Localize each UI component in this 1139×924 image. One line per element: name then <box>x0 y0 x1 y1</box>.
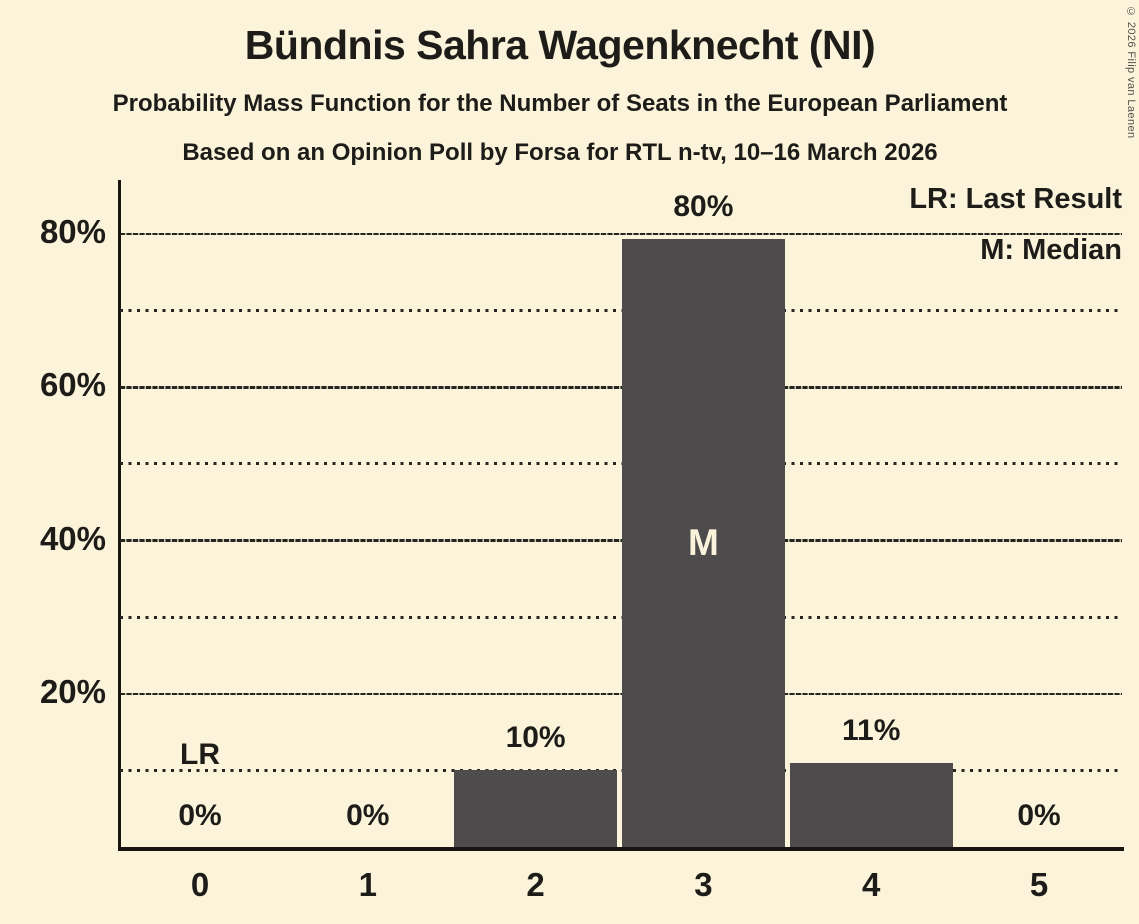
legend-last-result: LR: Last Result <box>909 183 1122 215</box>
bar-value-label-seat-1: 0% <box>346 799 390 832</box>
bar-seat-4 <box>789 762 953 847</box>
x-axis-tick-label-seat-5: 5 <box>1029 866 1049 903</box>
gridline-major-60pct <box>120 386 1122 389</box>
x-axis-tick-label-seat-3: 3 <box>694 866 713 903</box>
x-axis-tick-label-seat-0: 0 <box>190 866 210 903</box>
chart-source-line: Based on an Opinion Poll by Forsa for RT… <box>182 139 938 166</box>
y-axis-tick-label-60pct: 60% <box>39 366 106 404</box>
x-axis-tick-label-seat-4: 4 <box>862 866 881 903</box>
gridline-major-40pct <box>120 539 1122 542</box>
last-result-marker-label: LR <box>180 738 220 771</box>
gridline-minor-10pct <box>120 768 1122 772</box>
legend-median: M: Median <box>980 234 1122 266</box>
x-axis-tick-label-seat-1: 1 <box>358 866 377 903</box>
y-axis-tick-label-20pct: 20% <box>39 672 106 710</box>
bar-seat-2 <box>454 770 618 847</box>
y-axis-line <box>118 180 121 851</box>
gridline-minor-30pct <box>120 615 1122 619</box>
bar-seat-3 <box>621 238 785 847</box>
gridline-major-20pct <box>120 692 1122 695</box>
median-marker-label: M <box>687 522 719 563</box>
bar-value-label-seat-2: 10% <box>505 721 566 755</box>
x-axis-line <box>118 847 1124 851</box>
x-axis-tick-label-seat-2: 2 <box>526 866 545 903</box>
y-axis-tick-label-80pct: 80% <box>39 213 106 250</box>
y-axis-tick-label-40pct: 40% <box>39 519 106 557</box>
bar-value-label-seat-4: 11% <box>841 713 901 747</box>
gridline-major-80pct <box>120 232 1122 236</box>
chart-title: Bündnis Sahra Wagenknecht (NI) <box>244 22 876 68</box>
gridline-minor-70pct <box>120 309 1122 313</box>
bar-value-label-seat-0: 0% <box>178 799 222 832</box>
bar-value-label-seat-3: 80% <box>673 189 734 223</box>
chart-subtitle: Probability Mass Function for the Number… <box>112 90 1008 117</box>
copyright-notice: © 2026 Filip van Laenen <box>1125 6 1137 139</box>
bar-value-label-seat-5: 0% <box>1017 799 1061 832</box>
gridline-minor-50pct <box>120 462 1122 466</box>
